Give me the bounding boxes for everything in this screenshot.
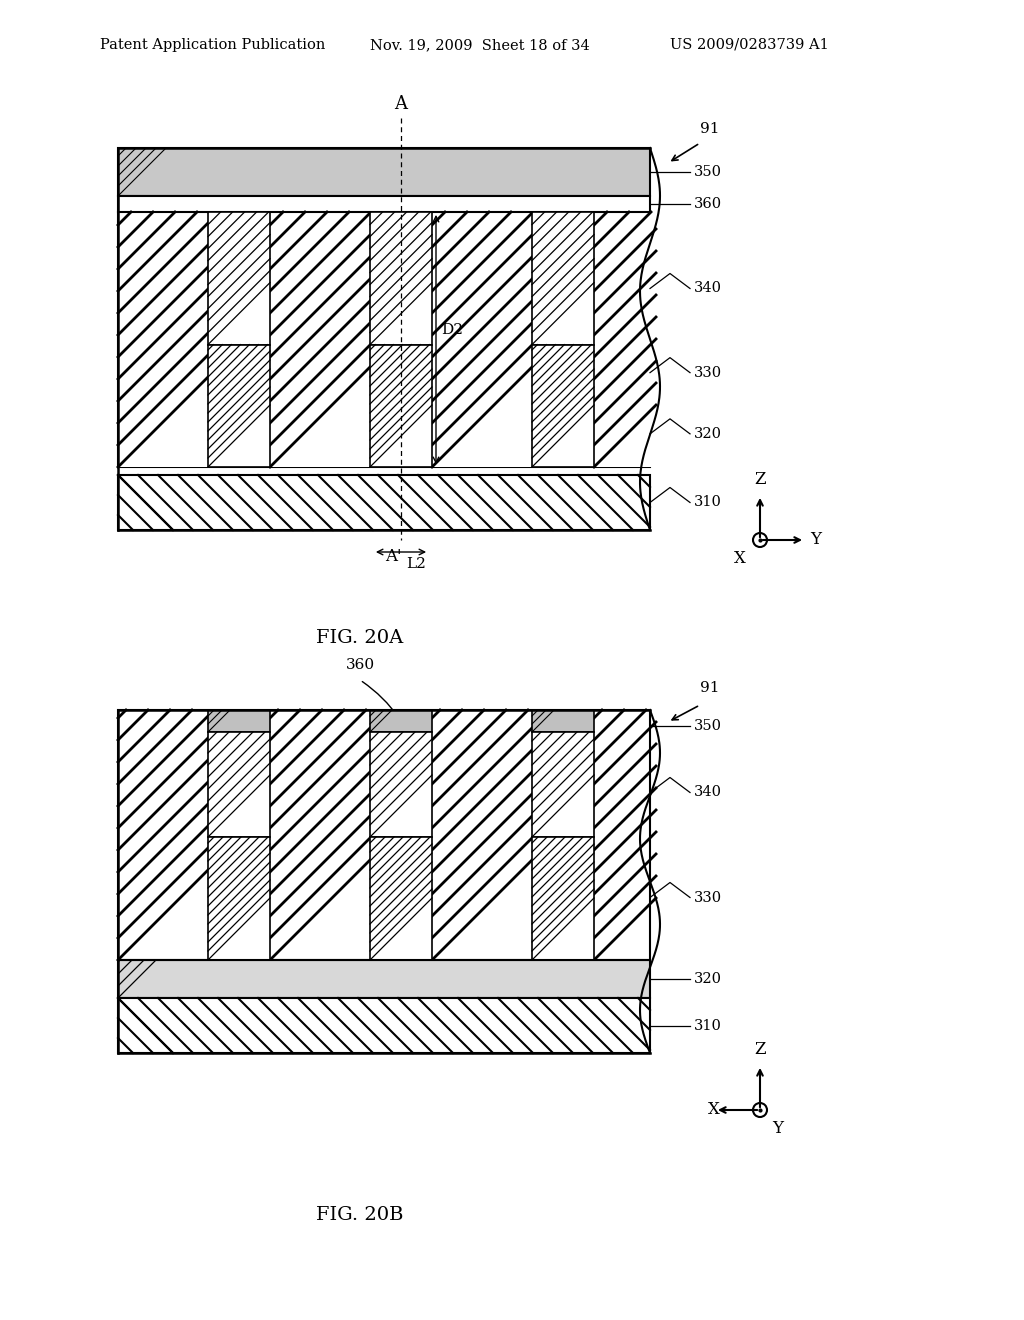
Text: 320: 320	[694, 426, 722, 441]
Text: 340: 340	[694, 785, 722, 800]
Bar	[594, 710, 656, 960]
Text: 91: 91	[700, 681, 720, 696]
Text: 330: 330	[694, 366, 722, 380]
Text: Nov. 19, 2009  Sheet 18 of 34: Nov. 19, 2009 Sheet 18 of 34	[370, 38, 590, 51]
Text: Z: Z	[755, 1041, 766, 1059]
Bar	[432, 710, 532, 960]
Bar	[118, 213, 650, 467]
Bar	[118, 475, 650, 531]
Text: 330: 330	[694, 891, 722, 904]
Text: X: X	[708, 1101, 720, 1118]
Bar	[118, 998, 650, 1053]
Text: FIG. 20A: FIG. 20A	[316, 630, 403, 647]
Bar	[532, 213, 594, 345]
Bar	[118, 710, 650, 1053]
Bar	[370, 837, 432, 960]
Bar	[118, 213, 208, 467]
Text: 91: 91	[700, 121, 720, 136]
Text: 320: 320	[694, 972, 722, 986]
Bar	[118, 195, 650, 213]
Bar	[118, 960, 650, 998]
Text: 360: 360	[345, 657, 375, 672]
Bar	[594, 213, 656, 467]
Bar	[118, 213, 208, 467]
Bar	[370, 345, 432, 467]
Text: 310: 310	[694, 495, 722, 510]
Bar	[370, 213, 432, 345]
Bar	[432, 213, 532, 467]
Text: FIG. 20B: FIG. 20B	[316, 1206, 403, 1224]
Bar	[370, 733, 432, 837]
Bar	[208, 733, 270, 837]
Bar	[118, 148, 650, 531]
Bar	[532, 837, 594, 960]
Text: 310: 310	[694, 1019, 722, 1032]
Bar	[270, 213, 370, 467]
Bar	[118, 710, 650, 960]
Bar	[208, 213, 270, 345]
Bar	[270, 710, 370, 960]
Text: D2: D2	[441, 322, 463, 337]
Bar	[208, 345, 270, 467]
Text: L2: L2	[406, 557, 426, 572]
Bar	[432, 213, 532, 467]
Text: X: X	[734, 550, 746, 568]
Bar	[532, 733, 594, 837]
Bar	[118, 710, 208, 960]
Text: 350: 350	[694, 719, 722, 733]
Bar	[370, 710, 432, 733]
Bar	[208, 837, 270, 960]
Bar	[270, 213, 370, 467]
Bar	[532, 345, 594, 467]
Text: Y: Y	[810, 532, 821, 549]
Text: 360: 360	[694, 197, 722, 211]
Text: Patent Application Publication: Patent Application Publication	[100, 38, 326, 51]
Text: 340: 340	[694, 281, 722, 296]
Bar	[594, 213, 656, 467]
Text: Z: Z	[755, 471, 766, 488]
Text: US 2009/0283739 A1: US 2009/0283739 A1	[670, 38, 828, 51]
Text: Y: Y	[772, 1119, 783, 1137]
Text: A: A	[394, 95, 408, 114]
Text: A': A'	[385, 548, 401, 565]
Bar	[118, 148, 650, 195]
Bar	[208, 710, 270, 733]
Text: 350: 350	[694, 165, 722, 180]
Bar	[532, 710, 594, 733]
